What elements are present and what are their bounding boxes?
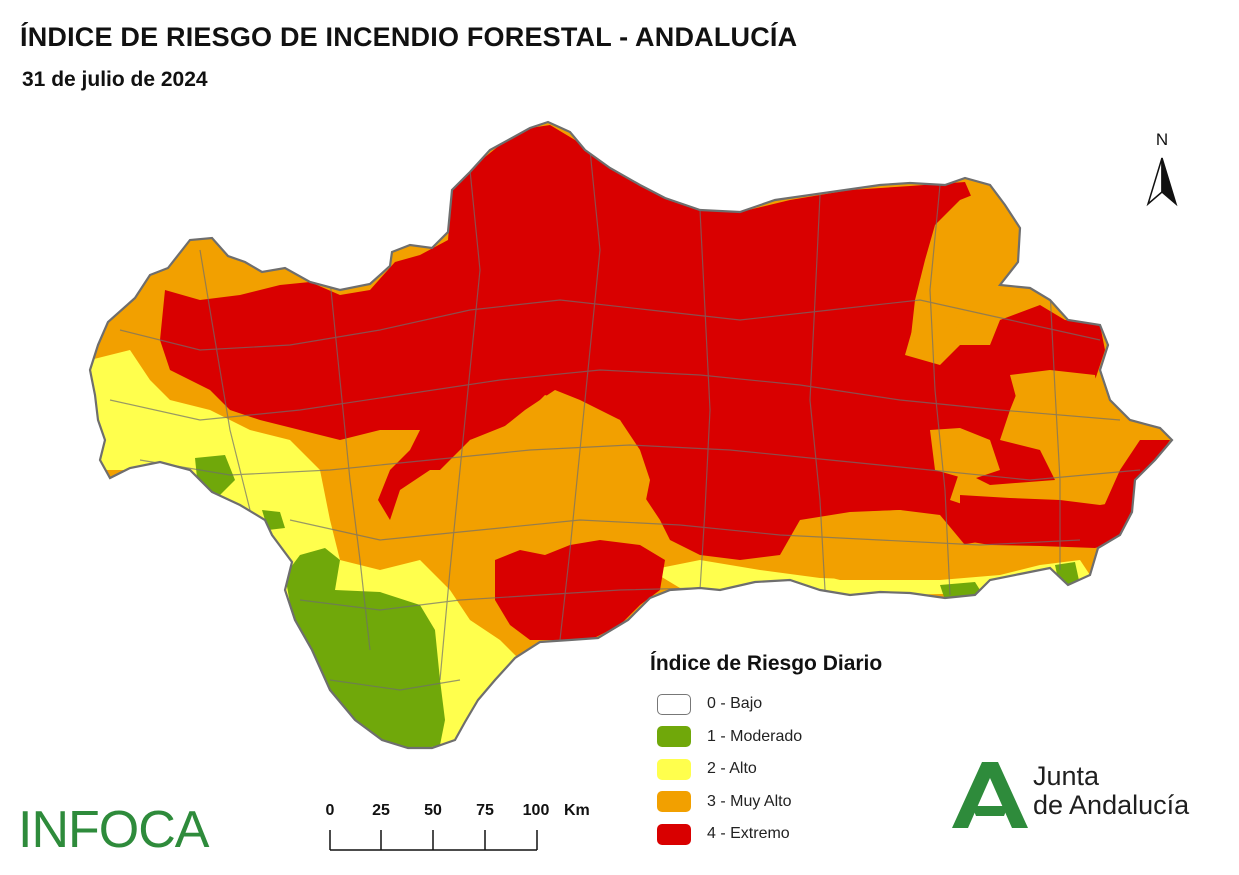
scale-bar-graphic xyxy=(329,830,538,851)
legend-title: Índice de Riesgo Diario xyxy=(650,652,883,675)
north-arrow: N xyxy=(1142,130,1182,210)
scale-bar: 0 25 50 75 100 Km xyxy=(320,800,620,860)
junta-line-1: Junta xyxy=(1033,761,1100,791)
legend-swatch-muy-alto xyxy=(657,791,691,813)
scale-tick-75: 75 xyxy=(476,802,494,819)
legend-item-muy-alto: 3 - Muy Alto xyxy=(650,786,882,819)
zone-muy-alto-east xyxy=(780,510,965,580)
scale-tick-50: 50 xyxy=(424,802,442,819)
legend-item-bajo: 0 - Bajo xyxy=(650,688,882,721)
zone-moderado-cadiz xyxy=(285,548,445,748)
zone-muy-alto-granada xyxy=(930,428,1000,480)
scale-tick-25: 25 xyxy=(372,802,390,819)
legend: Índice de Riesgo Diario 0 - Bajo 1 - Mod… xyxy=(650,652,882,851)
junta-andalucia-logo-icon xyxy=(952,762,1028,828)
scale-tick-0: 0 xyxy=(325,802,335,819)
zone-extremo-south xyxy=(495,540,665,640)
legend-label: 1 - Moderado xyxy=(707,727,803,745)
legend-swatch-bajo xyxy=(657,693,691,715)
legend-label: 0 - Bajo xyxy=(707,695,763,713)
legend-item-alto: 2 - Alto xyxy=(650,753,882,786)
legend-item-moderado: 1 - Moderado xyxy=(650,721,882,754)
junta-line-2: de Andalucía xyxy=(1033,790,1190,820)
zone-extremo-se xyxy=(960,495,1130,548)
municipal-boundaries xyxy=(109,149,1141,691)
junta-andalucia-wordmark: Junta de Andalucía xyxy=(1033,762,1189,820)
legend-label: 3 - Muy Alto xyxy=(707,792,792,810)
legend-label: 4 - Extremo xyxy=(707,825,790,843)
scale-unit: Km xyxy=(564,802,590,819)
scale-tick-100: 100 xyxy=(522,802,550,819)
legend-swatch-extremo xyxy=(657,823,691,845)
north-arrow-icon xyxy=(1146,157,1178,207)
map-date: 31 de julio de 2024 xyxy=(22,68,208,91)
north-label: N xyxy=(1155,130,1169,149)
zone-extremo-main xyxy=(160,125,1170,560)
legend-item-extremo: 4 - Extremo xyxy=(650,818,882,851)
legend-swatch-moderado xyxy=(657,726,691,748)
map-title: ÍNDICE DE RIESGO DE INCENDIO FORESTAL - … xyxy=(20,22,798,52)
legend-label: 2 - Alto xyxy=(707,760,757,778)
legend-swatch-alto xyxy=(657,758,691,780)
infoca-logo: INFOCA xyxy=(18,801,209,859)
